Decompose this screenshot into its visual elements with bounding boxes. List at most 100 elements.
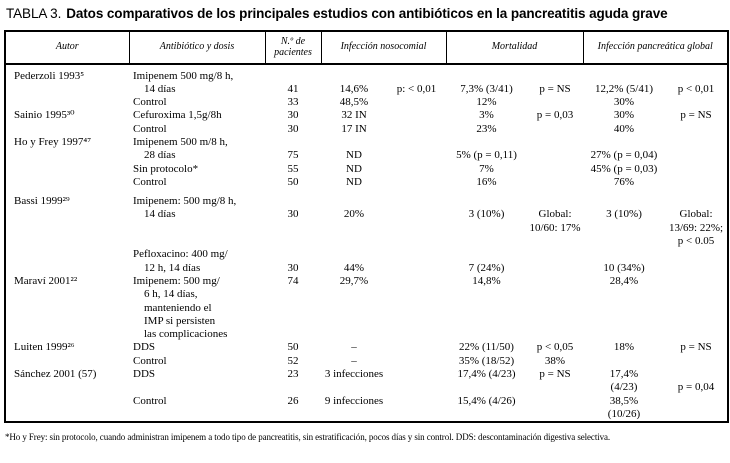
table-cell — [265, 408, 321, 422]
table-cell — [387, 381, 446, 394]
table-row: Pederzoli 1993⁵ Imipenem 500 mg/8 h, — [5, 64, 728, 83]
table-cell: p = NS — [539, 82, 571, 95]
table-cell — [665, 64, 728, 83]
table-cell — [446, 64, 527, 83]
table-cell — [387, 109, 446, 122]
table-cell — [387, 149, 446, 162]
table-cell: 9 infecciones — [324, 394, 384, 407]
table-cell — [387, 136, 446, 149]
table-row: Maraví 2001²² Imipenem: 500 mg/74 29,7% 14,… — [5, 275, 728, 288]
table-cell — [583, 248, 665, 261]
table-cell: p = 0,04 — [677, 381, 715, 394]
table-caption: Datos comparativos de los principales es… — [66, 6, 668, 21]
table-cell — [527, 408, 583, 422]
table-cell: 3 (10%) — [468, 208, 505, 221]
table-cell: Sánchez 2001 (57) — [14, 368, 97, 381]
table-cell: Global: — [679, 208, 713, 221]
table-cell — [5, 176, 129, 189]
table-cell: 45% (p = 0,03) — [590, 162, 658, 175]
table-cell: 74 — [287, 274, 299, 287]
table-cell — [527, 235, 583, 248]
table-cell: 35% (18/52) — [458, 354, 515, 367]
footnote: *Ho y Frey: sin protocolo, cuando admini… — [5, 432, 611, 443]
table-cell: 17,4% — [609, 368, 639, 381]
table-cell — [446, 381, 527, 394]
table-cell — [265, 222, 321, 235]
table-cell: 6 h, 14 días, — [133, 288, 198, 301]
table-cell — [5, 208, 129, 221]
column-header-2: N.º de pacientes — [264, 29, 322, 65]
table-cell — [387, 189, 446, 208]
table-cell — [321, 408, 387, 422]
table-row: (4/23) p = 0,04 — [5, 381, 728, 394]
table-row: Control 26 9 infecciones 15,4% (4/26) 38,5% — [5, 395, 728, 408]
column-header-0: Autor — [4, 29, 130, 65]
table-cell — [446, 136, 527, 149]
table-cell: Control — [133, 394, 167, 407]
table-cell: p = 0,03 — [536, 109, 574, 122]
table-row: Sin protocolo* 55 ND 7% 45% (p = 0,03) — [5, 163, 728, 176]
table-row: 28 días 75 ND 5% (p = 0,11) 27% (p = 0,04) — [5, 149, 728, 162]
table-cell — [5, 408, 129, 422]
table-cell: 7% — [479, 162, 494, 175]
table-cell — [387, 368, 446, 381]
table-cell — [527, 189, 583, 208]
table-cell: Global: — [538, 208, 572, 221]
table-cell: 41 — [287, 82, 299, 95]
table-cell — [527, 248, 583, 261]
table-cell — [665, 288, 728, 301]
table-row: (10/26) — [5, 408, 728, 422]
table-cell: Control — [133, 175, 167, 188]
table-cell — [527, 302, 583, 315]
table-cell — [387, 408, 446, 422]
table-cell: p < 0,01 — [677, 82, 715, 95]
table-cell — [321, 315, 387, 328]
table-cell — [665, 262, 728, 275]
table-cell: p = NS — [680, 109, 712, 122]
table-cell — [265, 381, 321, 394]
table-cell: 18% — [613, 341, 635, 354]
table-cell — [265, 328, 321, 341]
table-cell — [5, 123, 129, 136]
table-cell — [129, 222, 265, 235]
table-cell — [321, 136, 387, 149]
table-cell — [583, 302, 665, 315]
table-cell — [5, 149, 129, 162]
table-cell — [387, 235, 446, 248]
table-cell: 7 (24%) — [468, 261, 505, 274]
comparative-studies-table: Autor Antibiótico y dosis N.º de pacientes… — [4, 29, 729, 424]
table-cell: las complicaciones — [133, 328, 228, 341]
table-cell: Imipenem 500 mg/8 h, — [133, 69, 234, 82]
table-row: Control 30 17 IN 23% 40% — [5, 123, 728, 136]
table-cell — [265, 302, 321, 315]
table-cell: 44% — [343, 261, 365, 274]
table-cell — [321, 381, 387, 394]
table-cell — [321, 64, 387, 83]
table-title: TABLA 3. Datos comparativos de los princi… — [6, 6, 727, 23]
table-cell — [387, 262, 446, 275]
table-cell: Luiten 1999²⁶ — [14, 341, 75, 354]
table-cell — [446, 328, 527, 341]
table-cell: ND — [346, 175, 362, 188]
table-cell: p < 0,05 — [536, 341, 574, 354]
table-cell — [387, 222, 446, 235]
table-cell — [446, 288, 527, 301]
table-cell — [527, 395, 583, 408]
table-cell: 33 — [287, 96, 299, 109]
table-cell — [583, 64, 665, 83]
table-cell — [387, 176, 446, 189]
table-row: 14 días 41 14,6% p: < 0,01 7,3% (3/41) p = NS… — [5, 83, 728, 96]
table-cell: 13/69: 22%; — [668, 221, 724, 234]
table-cell: 20% — [343, 208, 365, 221]
table-cell: 32 IN — [341, 109, 367, 122]
table-cell — [129, 235, 265, 248]
table-cell: 26 — [287, 394, 299, 407]
table-cell — [387, 64, 446, 83]
table-cell — [387, 355, 446, 368]
table-cell: – — [351, 341, 357, 354]
table-cell — [265, 64, 321, 83]
table-cell: DDS — [133, 341, 156, 354]
table-cell: Bassi 1999²⁹ — [14, 195, 70, 208]
table-row: 14 días 30 20% 3 (10%) Global: 3 (10%) Global: — [5, 208, 728, 221]
table-cell — [387, 302, 446, 315]
